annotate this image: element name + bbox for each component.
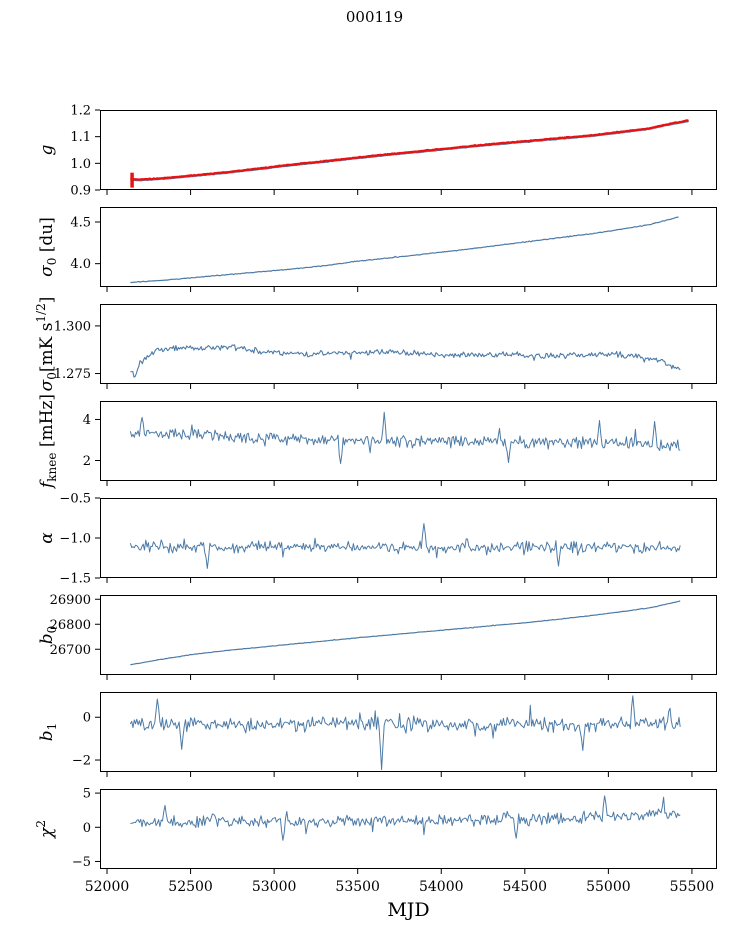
ylabel-fknee: fknee [mHz]: [37, 394, 59, 490]
panel-frame: [100, 304, 717, 384]
panel-frame: [100, 692, 717, 772]
x-tick-label: 52500: [168, 879, 213, 895]
ylabel-sigma0-du: σ0 [du]: [37, 217, 59, 277]
ylabel-g: g: [37, 144, 57, 155]
series-g-red: [130, 119, 689, 181]
y-tick-label: 26700: [50, 643, 91, 658]
series-b1-blue: [129, 695, 681, 771]
y-tick-label: 2: [83, 454, 91, 469]
panel-g: 0.9 1.0 1.1 1.2 g: [37, 104, 717, 199]
y-tick-label: 4.5: [70, 216, 91, 231]
x-tick-label: 53000: [252, 879, 297, 895]
ylabel-sigma0-mks: σ0[mK s1/2]: [34, 297, 59, 392]
panel-frame: [100, 401, 717, 481]
series-chi2-blue: [130, 795, 681, 841]
y-tick-label: 4: [83, 413, 91, 428]
ylabel-alpha: α: [37, 532, 57, 544]
x-tick-label: 52000: [85, 879, 130, 895]
y-tick-label: 4.0: [70, 257, 91, 272]
x-tick-label: 54000: [419, 879, 464, 895]
panel-b0: 26700 26800 26900 b0: [37, 593, 717, 680]
x-tick-label: 55000: [586, 879, 631, 895]
panel-chi2: −5 0 5 52000 52500 53000 53500 54000 54500 55000 5…: [34, 787, 717, 895]
y-tick-label: −2: [72, 754, 91, 769]
y-tick-label: −1.5: [59, 572, 91, 587]
y-tick-label: −1.0: [59, 532, 91, 547]
panel-b1: 0 −2 b1: [37, 692, 717, 777]
y-tick-label: 1.300: [54, 319, 91, 334]
series-fknee-blue: [129, 411, 681, 465]
panel-frame: [100, 789, 717, 869]
panel-frame: [100, 207, 717, 287]
y-tick-label: −5: [72, 855, 91, 870]
y-tick-label: 1.0: [70, 157, 91, 172]
ylabel-b1: b1: [37, 723, 59, 742]
y-tick-label: 5: [83, 787, 91, 802]
y-tick-label: 0: [83, 821, 91, 836]
panel-fknee: 2 4 fknee [mHz]: [37, 394, 717, 490]
x-tick-label: 53500: [335, 879, 380, 895]
panel-sigma0-du: 4.0 4.5 σ0 [du]: [37, 207, 717, 292]
series-b0-blue: [130, 600, 681, 666]
figure-title: 000119: [345, 8, 404, 26]
y-tick-label: 26900: [50, 593, 91, 608]
series-sigma0-du-blue: [130, 216, 679, 284]
panel-frame: [100, 498, 717, 578]
y-tick-label: −0.5: [59, 492, 91, 507]
y-tick-label: 0: [83, 711, 91, 726]
panel-frame: [100, 110, 717, 190]
y-tick-label: 1.275: [54, 367, 91, 382]
series-alpha-blue: [129, 523, 681, 569]
ylabel-b0: b0: [37, 626, 59, 645]
panel-alpha: −0.5 −1.0 −1.5 α: [37, 492, 717, 587]
x-axis-label: MJD: [387, 899, 430, 921]
x-tick-label: 54500: [503, 879, 548, 895]
ylabel-chi2: χ2: [34, 820, 57, 839]
x-tick-label: 55500: [670, 879, 715, 895]
y-tick-label: 1.2: [70, 104, 91, 119]
y-tick-label: 26800: [50, 618, 91, 633]
y-tick-label: 1.1: [70, 130, 91, 145]
panel-frame: [100, 595, 717, 675]
series-sigma0-mks-blue: [130, 344, 681, 378]
y-tick-label: 0.9: [70, 184, 91, 199]
